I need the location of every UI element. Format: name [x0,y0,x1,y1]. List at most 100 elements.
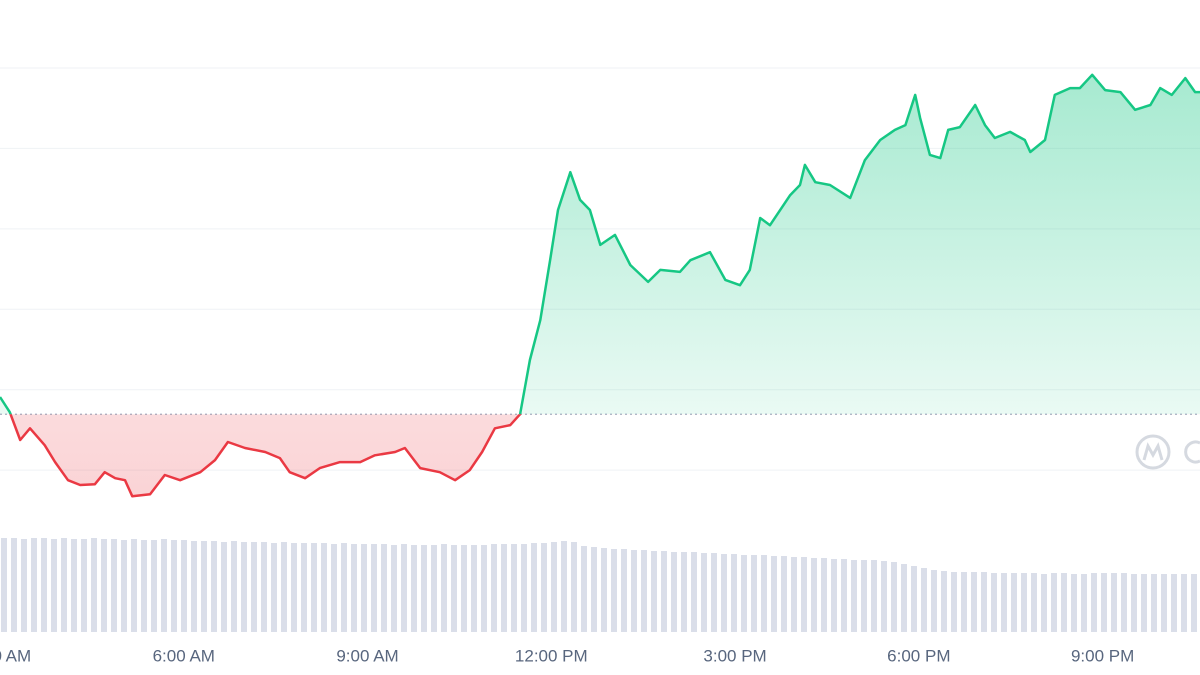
volume-bar [621,549,627,632]
volume-bar [701,553,707,632]
volume-bar [1061,573,1067,632]
volume-bar [1,538,7,632]
volume-bar [861,560,867,632]
volume-bar [451,545,457,632]
volume-bar [851,560,857,632]
volume-bar [251,542,257,632]
volume-bar [961,572,967,632]
volume-bar [1151,574,1157,632]
volume-bar [981,572,987,632]
volume-bar [731,554,737,632]
volume-bar [691,552,697,632]
volume-bar [681,552,687,632]
volume-bar [541,543,547,632]
volume-bar [591,547,597,632]
volume-bar [411,545,417,632]
volume-bar [201,541,207,632]
volume-bar [331,544,337,632]
volume-bar [141,540,147,632]
volume-bar [611,549,617,632]
volume-bar [101,539,107,632]
volume-bar [761,555,767,632]
volume-bar [1161,574,1167,632]
volume-bar [921,568,927,632]
volume-bar [641,550,647,632]
volume-bar [1171,574,1177,632]
volume-bar [1181,574,1187,632]
volume-bar [1011,573,1017,632]
volume-bar [1091,573,1097,632]
volume-bar [951,572,957,632]
x-tick-label: 6:00 PM [887,646,950,665]
volume-bar [471,545,477,632]
volume-bar [581,546,587,632]
volume-bar [741,555,747,632]
volume-bar [901,564,907,632]
volume-bar [891,562,897,632]
volume-bar [481,545,487,632]
volume-bar [601,548,607,632]
volume-bar [321,543,327,632]
volume-bar [801,557,807,632]
volume-bar [531,543,537,632]
volume-bar [291,543,297,632]
volume-bar [281,542,287,632]
volume-bar [571,542,577,632]
volume-bar [131,539,137,632]
volume-bar [231,541,237,632]
volume-bar [71,539,77,632]
volume-bar [1001,573,1007,632]
volume-bar [301,543,307,632]
volume-bar [521,544,527,632]
volume-bar [151,540,157,632]
volume-bar [811,558,817,632]
volume-bar [651,551,657,632]
price-line-down [9,414,522,498]
volume-bar [1031,573,1037,632]
volume-bar [351,544,357,632]
volume-bar [41,538,47,632]
volume-bar [821,558,827,632]
price-line-up [0,73,1200,415]
volume-bar [791,557,797,632]
volume-bar [1051,573,1057,632]
volume-bar [661,551,667,632]
volume-bar [941,571,947,632]
volume-bar [11,538,17,632]
volume-bar [121,540,127,632]
volume-bar [511,544,517,632]
volume-bar [551,542,557,632]
volume-bar [881,561,887,632]
volume-bar [221,542,227,632]
volume-bar [61,538,67,632]
volume-bar [461,545,467,632]
volume-bar [441,544,447,632]
volume-bar [81,539,87,632]
volume-bar [381,544,387,632]
volume-bar [51,539,57,632]
volume-bar [1071,574,1077,632]
volume-bar [161,539,167,632]
x-tick-label: 12:00 PM [515,646,588,665]
watermark [1135,434,1200,470]
volume-bar [31,538,37,632]
x-tick-label: 9:00 PM [1071,646,1134,665]
volume-bar [181,540,187,632]
volume-bar [341,543,347,632]
volume-bar [501,544,507,632]
volume-bar [491,544,497,632]
volume-bar [241,542,247,632]
volume-bar [1081,574,1087,632]
volume-bar [911,566,917,632]
x-tick-label: 6:00 AM [153,646,215,665]
volume-bar [1041,574,1047,632]
volume-bar [841,559,847,632]
volume-bar [1191,574,1197,632]
volume-bar [751,555,757,632]
volume-bar [1131,574,1137,632]
volume-bar [1121,573,1127,632]
volume-bar [21,539,27,632]
volume-bar [211,541,217,632]
volume-bar [671,552,677,632]
